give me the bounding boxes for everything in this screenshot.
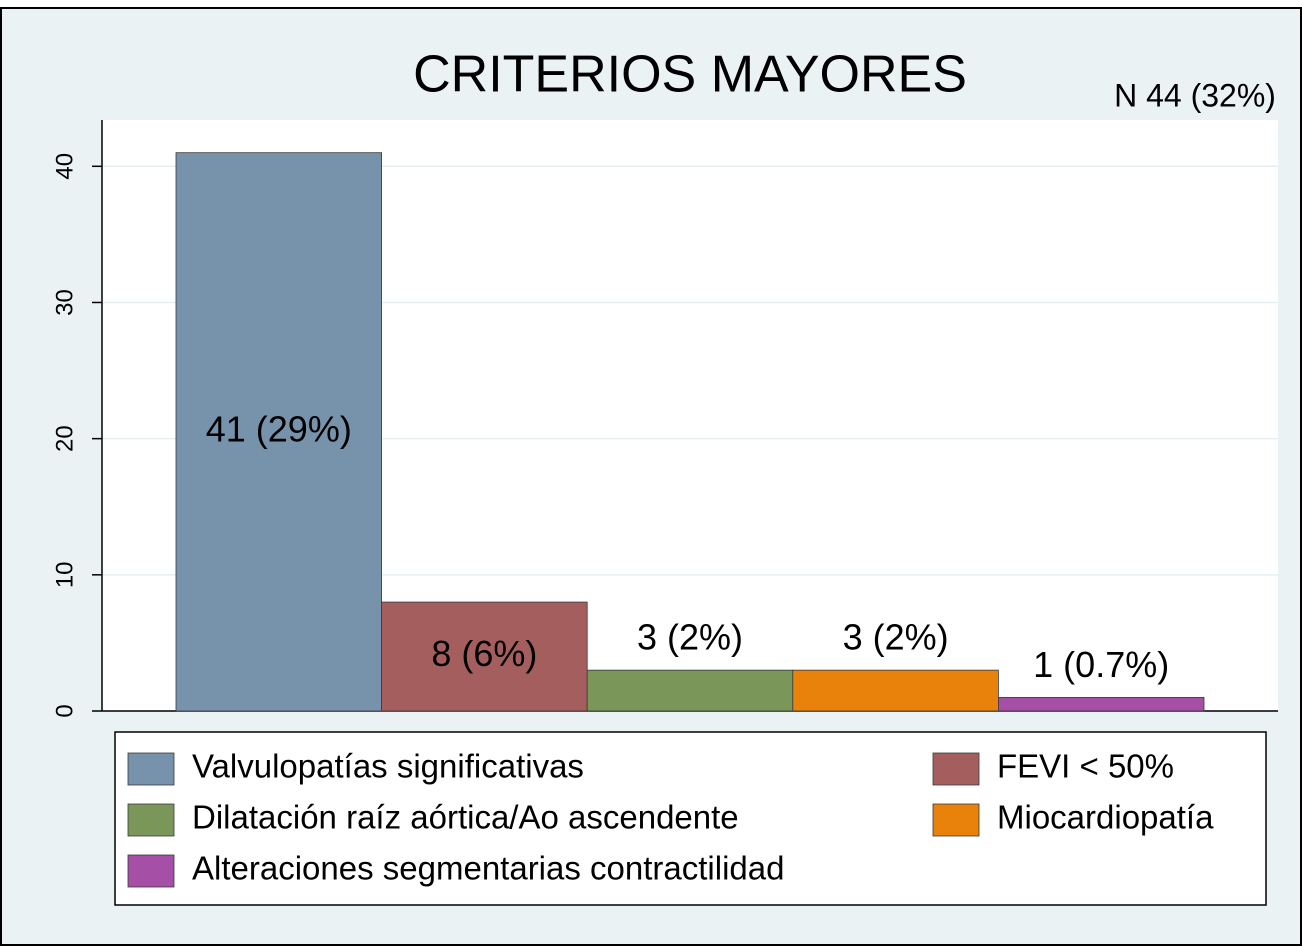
legend-label: Alteraciones segmentarias contractilidad <box>192 850 784 887</box>
y-tick-label: 40 <box>51 153 78 180</box>
y-tick-label: 0 <box>51 704 78 717</box>
legend <box>114 731 1267 906</box>
bar <box>586 669 794 712</box>
value-label: 8 (6%) <box>431 633 537 674</box>
legend-swatch <box>932 803 980 837</box>
value-label: 3 (2%) <box>637 617 743 658</box>
bar <box>998 696 1205 712</box>
y-tick-label: 30 <box>51 289 78 316</box>
legend-label: Miocardiopatía <box>997 799 1214 836</box>
y-tick-label: 10 <box>51 561 78 588</box>
legend-label: FEVI < 50% <box>997 748 1174 785</box>
chart-title: CRITERIOS MAYORES <box>413 46 967 104</box>
value-label: 1 (0.7%) <box>1033 644 1169 685</box>
bar <box>792 669 999 712</box>
bar <box>175 152 383 712</box>
legend-swatch <box>127 752 175 786</box>
legend-label: Valvulopatías significativas <box>192 748 584 785</box>
legend-swatch <box>127 803 175 837</box>
value-label: 41 (29%) <box>206 408 352 449</box>
legend-label: Dilatación raíz aórtica/Ao ascendente <box>192 799 739 836</box>
y-tick-label: 20 <box>51 425 78 452</box>
annotation: N 44 (32%) <box>1114 77 1276 113</box>
bar <box>381 601 588 712</box>
value-label: 3 (2%) <box>843 617 949 658</box>
legend-swatch <box>932 752 980 786</box>
legend-swatch <box>127 854 175 888</box>
